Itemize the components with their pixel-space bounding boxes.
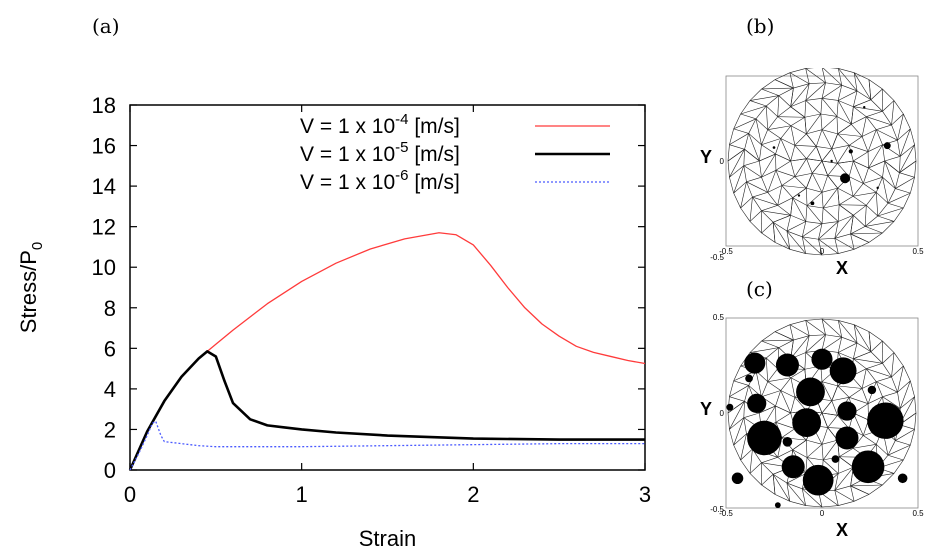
particle [811,348,833,370]
y-tick-label: 14 [92,174,116,199]
inset-y-tick-label: 0 [720,157,725,166]
legend-label-1: V = 1 x 10-4 [m/s] [300,111,460,138]
inset-y-tick-label: 0 [720,409,725,418]
series-line-3 [129,420,645,471]
particle [810,201,815,206]
inset-mesh-c: -0.5 0 0.5 0.5 0 -0.5 X Y [700,313,924,538]
x-tick-label: 0 [124,482,136,507]
particle [867,385,877,395]
particle [726,403,734,411]
particle [829,357,857,385]
inset-y-tick-label: 0.5 [713,68,725,70]
inset-y-axis-label: Y [700,399,712,419]
y-tick-label: 10 [92,255,116,280]
y-tick-label: 18 [92,93,116,118]
particle [848,149,853,154]
legend-label-2: V = 1 x 10-5 [m/s] [300,139,460,166]
y-tick-label: 16 [92,134,116,159]
y-tick-label: 0 [104,458,116,483]
particle [772,146,776,149]
particle [897,473,908,484]
particle [781,455,805,479]
inset-x-tick-label: 0.5 [912,247,924,256]
legend-label-3: V = 1 x 10-6 [m/s] [300,167,460,194]
inset-y-axis-label: Y [700,147,712,167]
particle [837,401,857,421]
inset-x-tick-label: 0.5 [912,509,924,518]
particle [830,159,833,163]
particle [876,186,879,190]
x-tick-label: 1 [296,482,308,507]
particle [744,352,766,374]
x-tick-label: 3 [639,482,651,507]
particle [747,420,782,456]
particle [797,194,801,197]
particle [802,464,834,496]
particle [745,374,753,383]
mesh-grid [727,68,917,256]
inset-y-tick-label: 0.5 [713,313,725,322]
particle [775,353,799,377]
particle [792,408,822,437]
particle [731,472,744,485]
panel-label-c: (c) [746,277,773,301]
particle [840,173,851,184]
panel-label-b: (b) [746,14,775,38]
inset-x-tick-label: -0.5 [719,247,733,256]
inset-x-tick-label: 0 [820,247,825,256]
inset-x-axis-label: X [836,258,848,278]
y-tick-label: 2 [104,417,116,442]
particle [867,402,904,439]
y-tick-label: 6 [104,336,116,361]
particle [835,426,859,450]
inset-x-tick-label: 0 [820,509,825,518]
particle [831,455,840,463]
particle [747,393,767,413]
y-axis-label: Stress/P0 [16,242,46,333]
panel-label-a: (a) [92,14,120,38]
x-axis-label: Strain [359,526,416,551]
inset-x-axis-label: X [836,520,848,538]
inset-y-tick-label: -0.5 [710,505,724,514]
particle [883,142,891,150]
y-tick-label: 4 [104,377,116,402]
inset-frame [725,317,919,509]
particle [796,377,825,407]
particle [851,450,885,484]
inset-mesh-b: -0.5 0 0.5 0.5 0 -0.5 X Y [700,68,924,278]
legend: V = 1 x 10-4 [m/s]V = 1 x 10-5 [m/s]V = … [300,111,610,194]
y-tick-label: 12 [92,215,116,240]
particle [782,437,793,447]
inset-frame [725,75,919,247]
x-tick-label: 2 [467,482,479,507]
inset-y-tick-label: -0.5 [710,253,724,262]
plot-frame [129,104,646,471]
particle [863,106,866,109]
inset-x-tick-label: -0.5 [719,509,733,518]
series-line-2 [128,350,645,471]
y-tick-label: 8 [104,296,116,321]
particle [774,502,781,509]
